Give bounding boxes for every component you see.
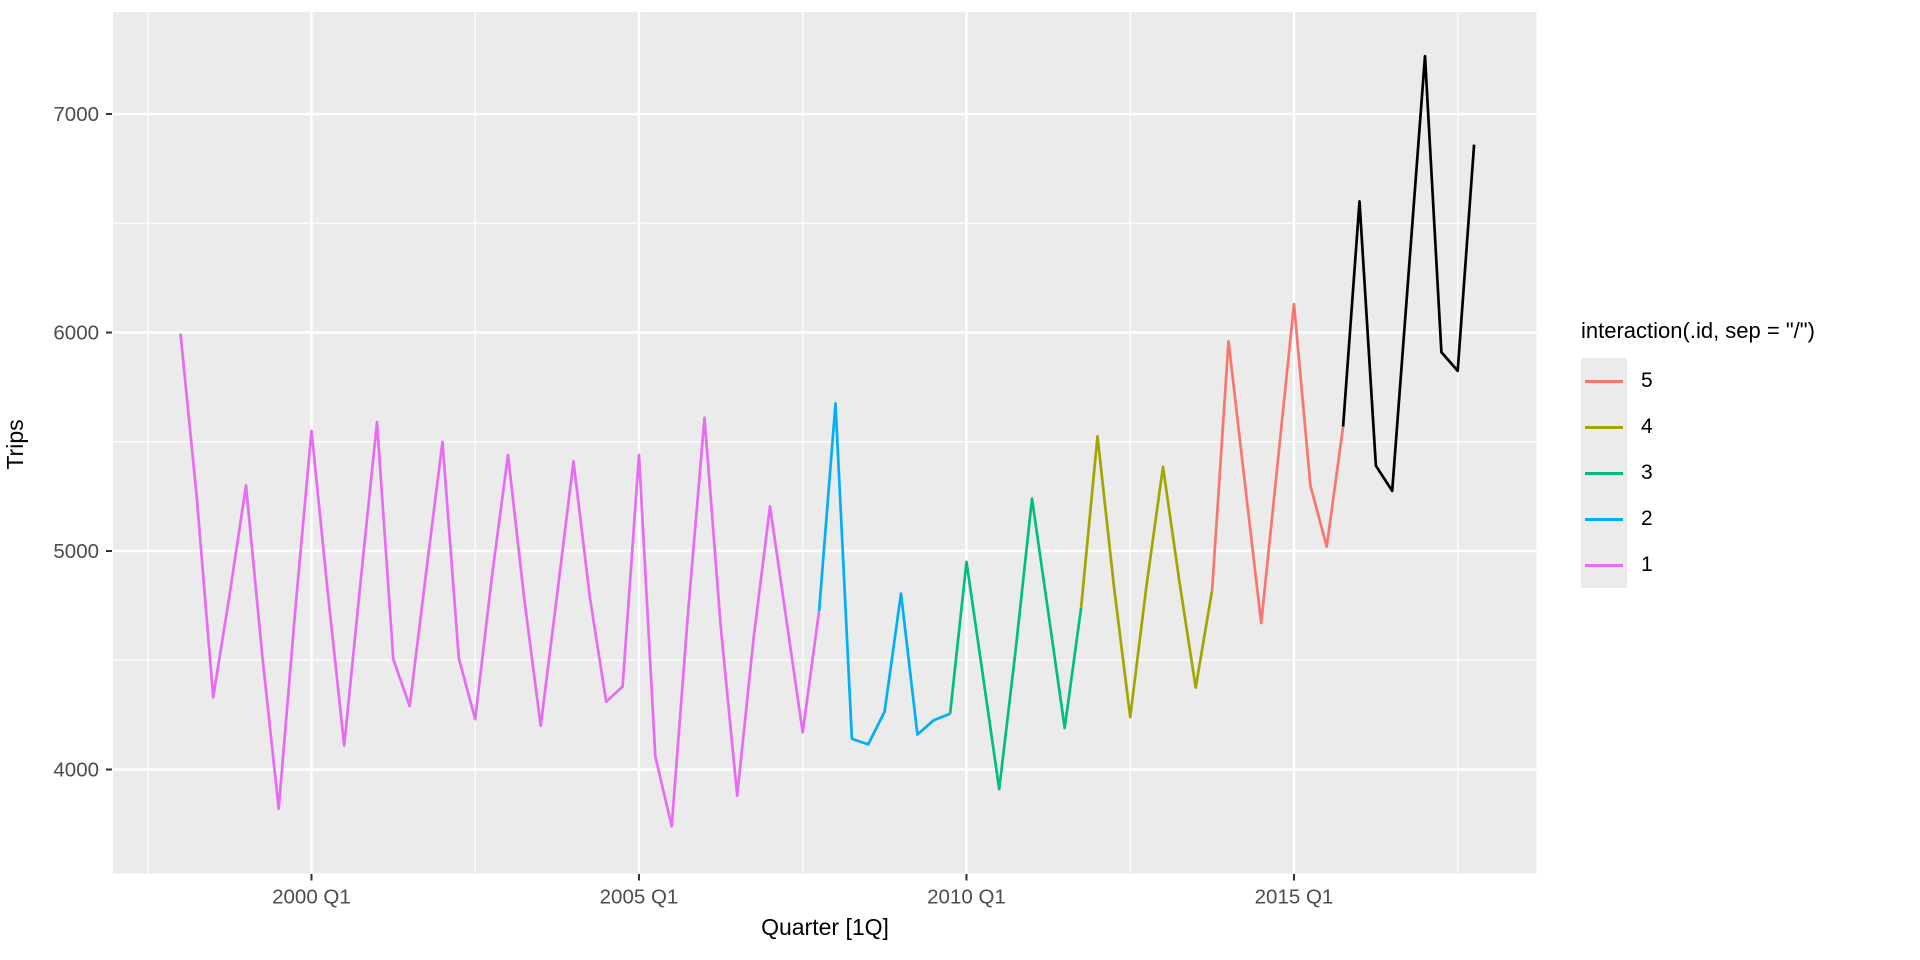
series-line-2	[817, 402, 951, 746]
y-tick-label: 6000	[53, 322, 99, 345]
x-tick-label: 2005 Q1	[600, 886, 679, 909]
axis-tick-labels: 4000 5000 6000 7000 2000 Q1 2005 Q1 2010 Q1 201…	[53, 103, 1333, 908]
legend-key-3	[1581, 450, 1627, 496]
x-tick-label: 2000 Q1	[272, 886, 351, 909]
legend-key-line-icon	[1585, 379, 1623, 383]
legend-entry-label: 5	[1641, 369, 1653, 392]
legend-key-2	[1581, 496, 1627, 542]
series-line-3	[948, 497, 1083, 791]
legend-key-4	[1581, 404, 1627, 450]
legend-entry-4: 4	[1581, 404, 1920, 450]
x-tick-label: 2015 Q1	[1255, 886, 1334, 909]
y-tick-label: 7000	[53, 103, 99, 126]
plot-panel	[113, 12, 1537, 874]
legend-title: interaction(.id, sep = "/")	[1581, 318, 1815, 343]
legend-entry-label: 4	[1641, 415, 1653, 438]
y-tick-label: 4000	[53, 758, 99, 781]
x-tick-label: 2010 Q1	[927, 886, 1006, 909]
x-axis-title: Quarter [1Q]	[761, 914, 889, 940]
legend-entry-1: 1	[1581, 542, 1920, 588]
legend-entry-label: 3	[1641, 461, 1653, 484]
legend-entry-label: 1	[1641, 553, 1653, 576]
legend-entries: 5 4 3 2 1	[1581, 358, 1920, 588]
axis-tick-marks	[106, 113, 1295, 881]
legend-key-line-icon	[1585, 563, 1623, 567]
legend-key-line-icon	[1585, 425, 1623, 429]
series-lines	[179, 54, 1476, 828]
series-line-5	[1210, 302, 1345, 625]
legend-entry-5: 5	[1581, 358, 1920, 404]
y-tick-label: 5000	[53, 540, 99, 563]
legend-key-1	[1581, 542, 1627, 588]
series-line-4	[1079, 434, 1214, 719]
series-line-actual	[1341, 54, 1476, 493]
legend-key-line-icon	[1585, 517, 1623, 521]
minor-gridlines	[113, 12, 1537, 874]
legend-entry-3: 3	[1581, 450, 1920, 496]
legend-key-5	[1581, 358, 1627, 404]
y-axis-title: Trips	[2, 419, 28, 470]
legend-entry-2: 2	[1581, 496, 1920, 542]
legend: interaction(.id, sep = "/") 5 4 3 2 1	[1581, 318, 1920, 588]
series-line-1	[179, 333, 821, 828]
legend-key-line-icon	[1585, 471, 1623, 475]
legend-entry-label: 2	[1641, 507, 1653, 530]
